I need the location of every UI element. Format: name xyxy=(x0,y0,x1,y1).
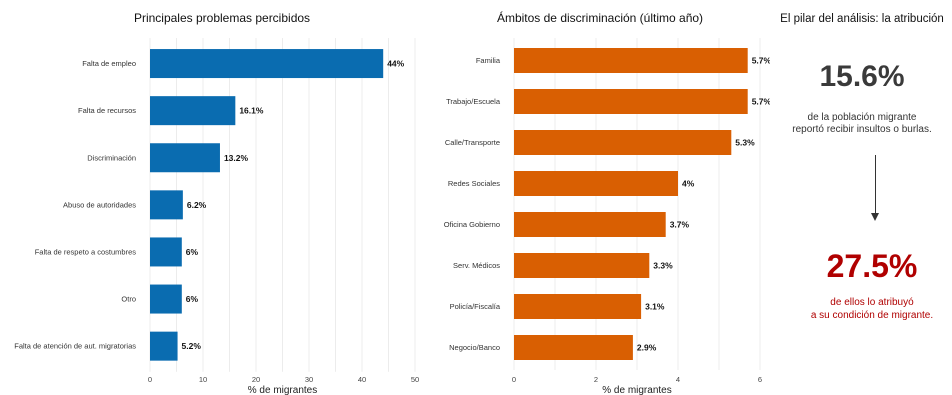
problems-bar xyxy=(150,284,182,314)
problems-tick-label: 20 xyxy=(252,375,260,384)
discrimination-category-label: Trabajo/Escuela xyxy=(446,97,501,106)
discrimination-bar xyxy=(514,212,666,237)
discrimination-value-label: 2.9% xyxy=(637,343,657,353)
stat-insults-line-2: reportó recibir insultos o burlas. xyxy=(792,124,932,135)
stat-attribution-line-2: a su condición de migrante. xyxy=(810,310,934,321)
stat-insults-percent: 15.6% xyxy=(819,60,905,93)
problems-category-label: Discriminación xyxy=(87,153,136,162)
discrimination-category-label: Redes Sociales xyxy=(448,179,500,188)
charts-canvas: Principales problemas percibidos Falta de… xyxy=(14,10,770,395)
discrimination-category-label: Familia xyxy=(476,56,501,65)
attribution-panel: El pilar del análisis: la atribución 15.… xyxy=(772,0,952,395)
problems-bar xyxy=(150,237,182,267)
discrimination-value-label: 3.1% xyxy=(645,302,665,312)
problems-bar xyxy=(150,49,384,79)
problems-category-label: Falta de recursos xyxy=(78,106,136,115)
problems-tick-label: 50 xyxy=(411,375,419,384)
stat-attribution-percent: 27.5% xyxy=(826,248,918,284)
stat-insults-description: de la población migrante reportó recibir… xyxy=(772,112,952,136)
discrimination-bar xyxy=(514,89,748,114)
problems-category-label: Otro xyxy=(121,295,136,304)
problems-value-label: 5.2% xyxy=(182,341,202,351)
discrimination-category-label: Negocio/Banco xyxy=(449,343,500,352)
down-arrow-icon xyxy=(871,213,879,221)
discrimination-value-label: 3.3% xyxy=(653,261,673,271)
discrimination-tick-label: 2 xyxy=(594,375,598,384)
problems-category-label: Abuso de autoridades xyxy=(63,200,136,209)
problems-category-label: Falta de empleo xyxy=(82,59,136,68)
stat-attribution-description: de ellos lo atribuyó a su condición de m… xyxy=(772,296,952,322)
problems-chart-title: Principales problemas percibidos xyxy=(134,11,310,25)
discrimination-bar xyxy=(514,171,678,196)
problems-category-label: Falta de atención de aut. migratorias xyxy=(14,342,136,351)
problems-bar xyxy=(150,96,236,126)
discrimination-tick-label: 4 xyxy=(676,375,680,384)
problems-bar xyxy=(150,143,220,173)
discrimination-x-axis-label: % de migrantes xyxy=(602,385,671,395)
problems-tick-label: 10 xyxy=(199,375,207,384)
problems-tick-label: 40 xyxy=(358,375,366,384)
discrimination-tick-label: 0 xyxy=(512,375,516,384)
discrimination-value-label: 5.7% xyxy=(752,97,770,107)
discrimination-value-label: 4% xyxy=(682,179,695,189)
problems-bar xyxy=(150,331,178,361)
stat-insults-line-1: de la población migrante xyxy=(807,112,917,123)
down-arrow-line xyxy=(875,155,876,213)
discrimination-value-label: 5.7% xyxy=(752,56,770,66)
stat-attribution-line-1: de ellos lo atribuyó xyxy=(830,297,914,308)
problems-value-label: 44% xyxy=(387,59,404,69)
problems-value-label: 6% xyxy=(186,294,199,304)
discrimination-value-label: 3.7% xyxy=(670,220,690,230)
discrimination-bar xyxy=(514,48,748,73)
problems-tick-label: 30 xyxy=(305,375,313,384)
discrimination-value-label: 5.3% xyxy=(735,138,755,148)
discrimination-chart-title: Ámbitos de discriminación (último año) xyxy=(497,10,703,25)
discrimination-tick-label: 6 xyxy=(758,375,762,384)
problems-value-label: 6.2% xyxy=(187,200,207,210)
problems-value-label: 13.2% xyxy=(224,153,249,163)
discrimination-category-label: Oficina Gobierno xyxy=(444,220,500,229)
discrimination-bar xyxy=(514,253,650,278)
discrimination-bar xyxy=(514,335,633,360)
discrimination-bar xyxy=(514,130,732,155)
problems-x-axis-label: % de migrantes xyxy=(248,385,317,395)
problems-category-label: Falta de respeto a costumbres xyxy=(35,247,137,256)
panel-title: El pilar del análisis: la atribución xyxy=(780,13,944,25)
problems-value-label: 16.1% xyxy=(239,106,264,116)
discrimination-category-label: Policía/Fiscalía xyxy=(450,302,501,311)
discrimination-bar xyxy=(514,294,642,319)
problems-bar xyxy=(150,190,183,220)
problems-value-label: 6% xyxy=(186,247,199,257)
discrimination-category-label: Serv. Médicos xyxy=(453,261,500,270)
problems-tick-label: 0 xyxy=(148,375,152,384)
discrimination-category-label: Calle/Transporte xyxy=(445,138,500,147)
